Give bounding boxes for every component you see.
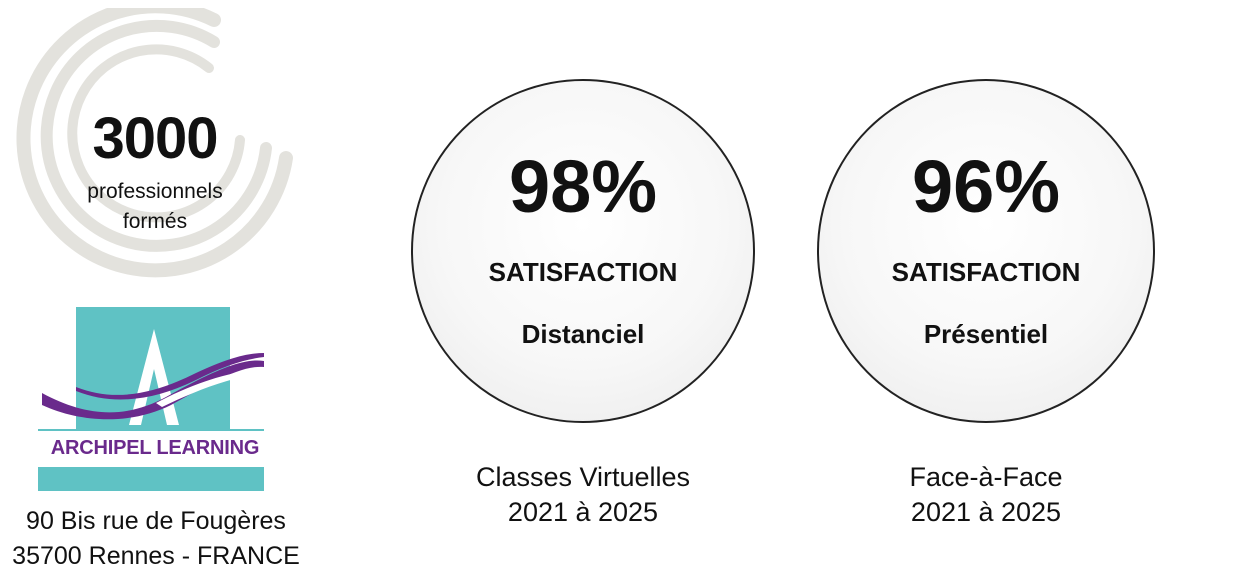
caption-line2: 2021 à 2025 (507, 497, 659, 527)
satisfaction-title: SATISFACTION (488, 257, 678, 287)
caption-presentiel: Face-à-Face 2021 à 2025 (817, 460, 1155, 530)
percent-value: 96% (911, 145, 1061, 228)
stat-label-line2: formés (122, 210, 188, 233)
logo-text: ARCHIPEL LEARNING (50, 437, 260, 459)
caption-line2: 2021 à 2025 (910, 497, 1062, 527)
stat-label-line1: professionnels (87, 180, 223, 203)
address-line1: 90 Bis rue de Fougères (26, 507, 286, 535)
archipel-learning-logo (36, 307, 276, 491)
caption-distanciel: Classes Virtuelles 2021 à 2025 (411, 460, 755, 530)
caption-line1: Face-à-Face (909, 462, 1063, 492)
address: 90 Bis rue de Fougères 35700 Rennes - FR… (0, 504, 312, 574)
mode-label: Présentiel (923, 319, 1049, 349)
caption-line1: Classes Virtuelles (475, 462, 691, 492)
satisfaction-title: SATISFACTION (891, 257, 1081, 287)
stat-number: 3000 (92, 106, 218, 171)
satisfaction-circle-distanciel: 98% SATISFACTION Distanciel (411, 79, 755, 423)
satisfaction-circle-presentiel: 96% SATISFACTION Présentiel (817, 79, 1155, 423)
stat-label: professionnels formés (54, 177, 256, 237)
mode-label: Distanciel (521, 319, 645, 349)
address-line2: 35700 Rennes - FRANCE (12, 542, 300, 570)
swirl-graphic (16, 8, 293, 278)
percent-value: 98% (508, 145, 658, 228)
